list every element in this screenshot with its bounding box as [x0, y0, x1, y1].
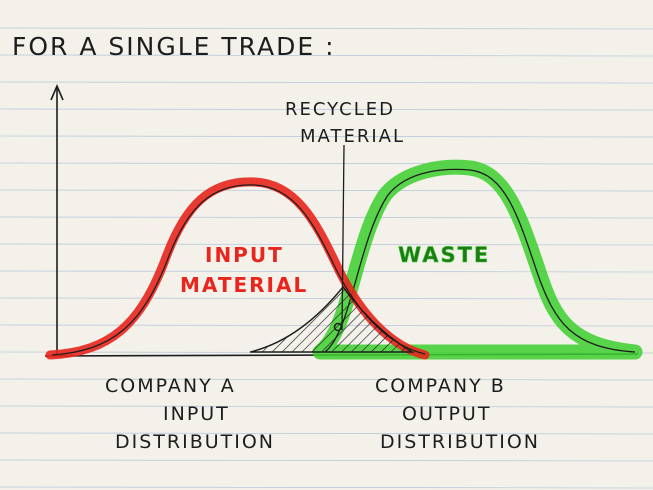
y-axis-arrowhead [50, 83, 64, 101]
paper-rule-line [0, 81, 653, 84]
paper-rule-line [0, 189, 653, 192]
paper-rule-line [0, 27, 653, 30]
recycled-label-line1: RECYCLED [285, 99, 395, 120]
paper-rule-line [0, 432, 653, 435]
company-b-label-line3: DISTRIBUTION [380, 431, 540, 453]
paper-rule-line [0, 162, 653, 165]
paper-rules [0, 27, 653, 489]
paper-rule-line [0, 108, 653, 111]
diagram-title: FOR A SINGLE TRADE : [12, 32, 336, 61]
waste-curve-highlight [312, 159, 643, 360]
input-material-label-line2: MATERIAL [180, 273, 308, 297]
company-a-label-line3: DISTRIBUTION [115, 431, 275, 453]
paper-rule-line [0, 270, 653, 273]
company-b-label-line2: OUTPUT [402, 403, 491, 425]
company-b-label-line1: COMPANY B [375, 375, 506, 397]
recycled-pointer-line [341, 144, 345, 331]
waste-curve-line [324, 168, 636, 353]
paper-rule-line [0, 216, 653, 219]
recycled-label-line2: MATERIAL [300, 126, 405, 147]
waste-label: WASTE [398, 243, 490, 267]
input-curve-highlight [45, 177, 430, 360]
paper-rule-line [0, 486, 653, 489]
input-curve-line [51, 184, 426, 356]
company-a-label-line2: INPUT [163, 403, 230, 425]
paper-rule-line [0, 135, 653, 138]
paper-rule-line [0, 378, 653, 381]
paper-rule-line [0, 405, 653, 408]
input-material-label-line1: INPUT [205, 243, 284, 267]
company-a-label-line1: COMPANY A [105, 375, 236, 397]
paper-rule-line [0, 459, 653, 462]
paper-rule-line [0, 54, 653, 57]
